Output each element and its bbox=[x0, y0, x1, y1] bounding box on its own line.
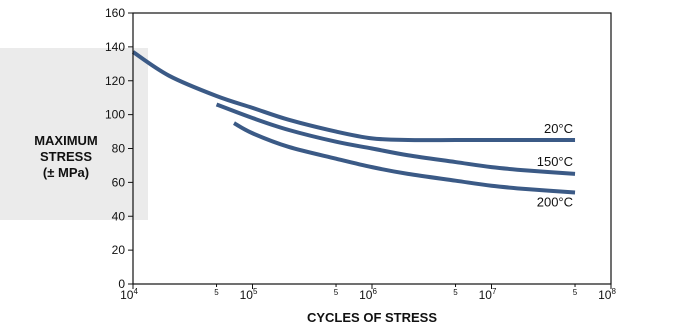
x-tick-label: 105 bbox=[240, 287, 258, 302]
y-tick-label: 60 bbox=[112, 175, 126, 189]
x-minor-tick-label: 5 bbox=[573, 288, 578, 297]
y-tick-label: 100 bbox=[105, 108, 125, 122]
series-line-2 bbox=[215, 102, 576, 176]
y-tick-label: 20 bbox=[112, 243, 126, 257]
y-tick-label: 80 bbox=[112, 142, 126, 156]
series-line-3 bbox=[232, 121, 576, 195]
series-line-1 bbox=[131, 50, 576, 143]
y-axis-ticks: 0 20 40 60 80 100 120 140 160 bbox=[105, 6, 133, 291]
y-tick-label: 40 bbox=[112, 209, 126, 223]
x-minor-tick-label: 5 bbox=[214, 288, 219, 297]
ylabel-line-1: MAXIMUM bbox=[34, 133, 98, 148]
y-tick-label: 140 bbox=[105, 40, 125, 54]
ylabel-line-3: (± MPa) bbox=[43, 165, 89, 180]
x-tick-label: 104 bbox=[120, 287, 138, 302]
plot-frame bbox=[132, 12, 612, 285]
series-label-2: 150°C bbox=[537, 154, 573, 169]
x-tick-label: 108 bbox=[598, 287, 616, 302]
series-labels: 20°C 150°C 200°C bbox=[537, 121, 573, 210]
y-tick-label: 120 bbox=[105, 74, 125, 88]
x-minor-tick-label: 5 bbox=[334, 288, 339, 297]
x-axis-ticks: 104 105 106 107 108 5 5 5 5 bbox=[120, 284, 616, 302]
x-tick-label: 107 bbox=[479, 287, 497, 302]
x-axis-title: CYCLES OF STRESS bbox=[307, 310, 437, 325]
y-tick-label: 160 bbox=[105, 6, 125, 20]
series-layer bbox=[131, 50, 576, 195]
y-tick-label: 0 bbox=[118, 277, 125, 291]
series-label-1: 20°C bbox=[544, 121, 573, 136]
ylabel-line-2: STRESS bbox=[40, 149, 92, 164]
highlight-band bbox=[0, 48, 148, 220]
series-label-3: 200°C bbox=[537, 195, 573, 210]
x-minor-tick-label: 5 bbox=[453, 288, 458, 297]
x-tick-label: 106 bbox=[359, 287, 377, 302]
